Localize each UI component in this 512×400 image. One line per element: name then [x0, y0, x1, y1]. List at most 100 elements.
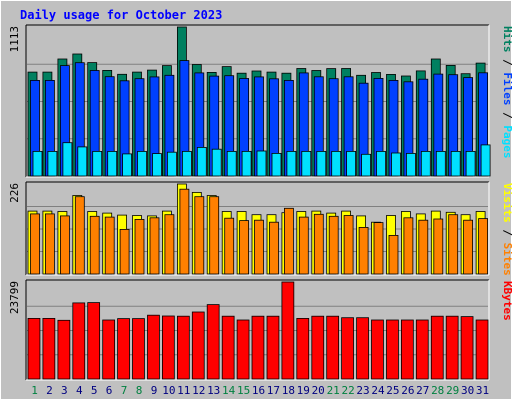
bar-pages-day-3: [62, 142, 73, 177]
bar-sites-day-13: [209, 196, 220, 275]
legend-item-pages: Pages: [501, 125, 512, 158]
y-axis-max-label: 226: [8, 183, 21, 203]
bar-sites-day-8: [134, 218, 145, 275]
bar-pages-day-23: [361, 153, 372, 177]
bar-pages-day-12: [196, 146, 207, 177]
x-tick-label-day-6: 6: [106, 384, 113, 397]
legend-item-sites: Sites: [501, 243, 512, 276]
bar-pages-day-2: [47, 150, 58, 177]
bar-pages-day-5: [92, 150, 103, 177]
bar-sites-day-29: [448, 214, 459, 275]
x-tick-label-day-13: 13: [207, 384, 220, 397]
bar-sites-day-22: [343, 215, 354, 275]
bar-kbytes-day-14: [221, 315, 235, 380]
bar-pages-day-31: [480, 144, 491, 177]
bar-pages-day-11: [181, 150, 192, 177]
x-tick-label-day-31: 31: [476, 384, 489, 397]
legend-separator: /: [501, 223, 512, 243]
x-tick-label-day-9: 9: [151, 384, 158, 397]
bar-kbytes-day-28: [430, 315, 444, 380]
x-tick-label-day-10: 10: [162, 384, 175, 397]
x-tick-label-day-20: 20: [312, 384, 325, 397]
legend-item-hits: Hits: [501, 26, 512, 53]
bar-pages-day-25: [391, 152, 401, 177]
bar-sites-day-18: [283, 207, 294, 275]
x-tick-label-day-16: 16: [252, 384, 265, 397]
x-tick-label-day-5: 5: [91, 384, 98, 397]
bar-kbytes-day-9: [147, 314, 160, 380]
bar-pages-day-10: [166, 151, 177, 177]
bar-pages-day-7: [122, 153, 132, 177]
x-tick-label-day-15: 15: [237, 384, 250, 397]
bar-pages-day-14: [226, 150, 237, 177]
bar-sites-day-2: [45, 213, 55, 275]
y-axis-max-label: 1113: [8, 26, 21, 53]
x-tick-label-day-26: 26: [401, 384, 414, 397]
x-tick-label-day-30: 30: [461, 384, 474, 397]
x-tick-label-day-27: 27: [416, 384, 429, 397]
x-tick-label-day-14: 14: [222, 384, 236, 397]
bar-kbytes-day-10: [161, 315, 175, 380]
legend-separator: /: [501, 106, 512, 126]
bar-kbytes-day-23: [356, 317, 369, 380]
bar-sites-day-16: [254, 219, 264, 275]
x-tick-label-day-4: 4: [76, 384, 83, 397]
bar-pages-day-26: [405, 152, 416, 177]
bar-kbytes-day-19: [296, 317, 310, 380]
bar-sites-day-6: [104, 216, 115, 275]
x-tick-label-day-21: 21: [327, 384, 340, 397]
bar-sites-day-20: [313, 213, 324, 275]
bar-pages-day-21: [331, 150, 342, 177]
bar-pages-day-30: [465, 150, 476, 177]
x-tick-label-day-24: 24: [371, 384, 385, 397]
bar-kbytes-day-30: [460, 316, 474, 380]
x-tick-label-day-28: 28: [431, 384, 444, 397]
x-tick-label-day-25: 25: [386, 384, 399, 397]
bar-kbytes-day-21: [326, 315, 340, 380]
bar-sites-day-4: [74, 196, 85, 275]
x-tick-label-day-22: 22: [341, 384, 354, 397]
x-tick-label-day-1: 1: [31, 384, 38, 397]
bar-sites-day-11: [179, 188, 190, 275]
bar-pages-day-19: [301, 150, 312, 177]
bar-sites-day-21: [328, 215, 339, 275]
bar-kbytes-day-20: [311, 315, 325, 380]
bar-sites-day-26: [403, 217, 414, 275]
x-tick-label-day-17: 17: [267, 384, 280, 397]
bar-kbytes-day-31: [475, 319, 489, 380]
x-tick-label-day-12: 12: [192, 384, 205, 397]
bar-sites-day-19: [298, 216, 309, 275]
bar-sites-day-27: [418, 219, 429, 275]
bar-sites-day-28: [433, 218, 444, 275]
bar-kbytes-day-1: [27, 317, 41, 380]
bar-sites-day-25: [388, 234, 399, 275]
bar-kbytes-day-5: [87, 302, 101, 380]
x-tick-label-day-23: 23: [356, 384, 369, 397]
bar-pages-day-4: [77, 146, 88, 177]
bar-kbytes-day-3: [57, 319, 71, 380]
bar-kbytes-day-2: [42, 317, 56, 380]
bar-kbytes-day-8: [132, 318, 145, 380]
chart-title: Daily usage for October 2023: [20, 8, 222, 22]
bar-pages-day-27: [420, 150, 431, 177]
bar-kbytes-day-16: [251, 315, 265, 380]
bar-kbytes-day-4: [72, 302, 86, 380]
bar-pages-day-15: [241, 150, 252, 177]
bar-kbytes-day-18: [281, 281, 295, 380]
bar-pages-day-1: [32, 150, 43, 177]
bar-sites-day-3: [60, 215, 70, 275]
bar-sites-day-14: [224, 217, 235, 275]
x-tick-label-day-2: 2: [46, 384, 53, 397]
legend-pages-files-hits: Hits / Files / Pages: [501, 26, 512, 159]
bar-sites-day-31: [478, 218, 489, 275]
bar-kbytes-day-15: [236, 319, 250, 380]
legend-kbytes: KBytes: [501, 281, 512, 321]
bar-sites-day-1: [30, 213, 40, 275]
bar-kbytes-day-13: [206, 304, 220, 380]
x-tick-label-day-8: 8: [136, 384, 143, 397]
bar-pages-day-28: [435, 150, 446, 177]
y-axis-max-label: 23799: [8, 281, 21, 314]
x-tick-label-day-19: 19: [297, 384, 310, 397]
bar-sites-day-10: [164, 214, 175, 275]
x-tick-label-day-29: 29: [446, 384, 459, 397]
